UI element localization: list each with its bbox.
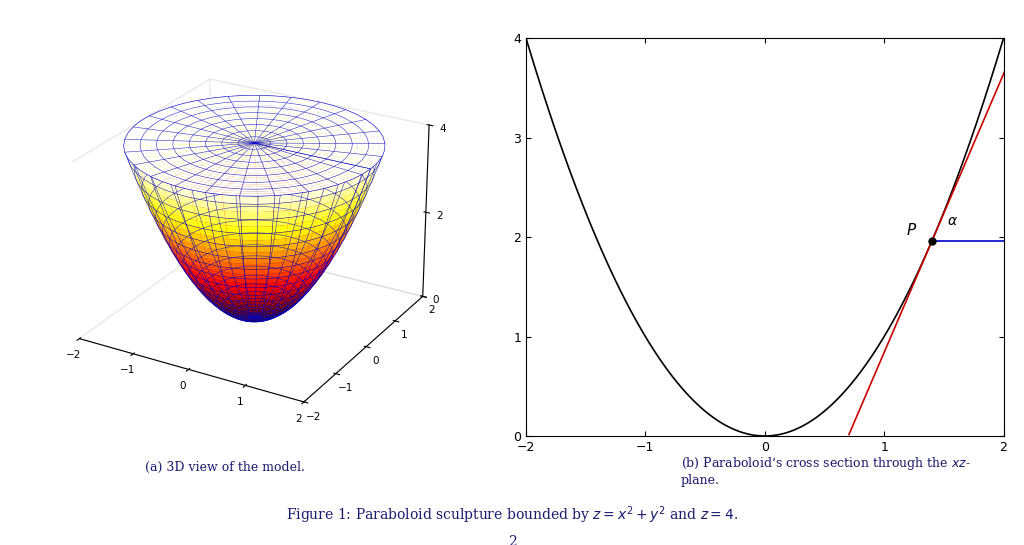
Text: $\alpha$: $\alpha$ bbox=[947, 214, 958, 228]
Text: $P$: $P$ bbox=[906, 222, 918, 238]
Text: Figure 1: Paraboloid sculpture bounded by $z = x^2 + y^2$ and $z = 4$.: Figure 1: Paraboloid sculpture bounded b… bbox=[286, 504, 738, 526]
Text: (b) Paraboloid’s cross section through the $xz$-
plane.: (b) Paraboloid’s cross section through t… bbox=[681, 455, 971, 487]
Text: (a) 3D view of the model.: (a) 3D view of the model. bbox=[145, 461, 305, 474]
Text: 2: 2 bbox=[508, 535, 516, 545]
